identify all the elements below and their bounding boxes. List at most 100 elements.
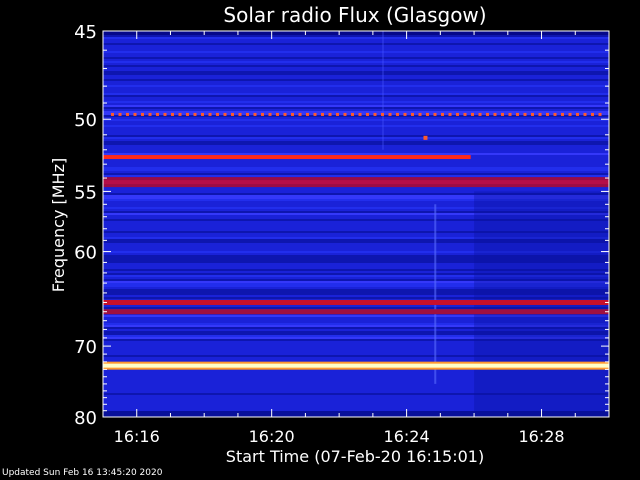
- heatmap-texture-row: [103, 269, 609, 271]
- y-tick-label: 50: [74, 110, 97, 131]
- interference-dot: [156, 112, 159, 116]
- heatmap-texture-row: [103, 239, 609, 241]
- heatmap-texture-row: [103, 211, 609, 213]
- heatmap-texture-row: [103, 275, 609, 277]
- heatmap-texture-row: [103, 141, 609, 143]
- interference-dot: [373, 112, 377, 116]
- interference-dot: [306, 112, 309, 116]
- heatmap-texture-row: [103, 291, 609, 293]
- heatmap-texture-row: [103, 37, 609, 39]
- interference-line: [103, 309, 609, 315]
- heatmap-texture-row: [103, 169, 609, 171]
- interference-dot: [208, 112, 212, 116]
- heatmap-texture-row: [103, 119, 609, 121]
- interference-dot: [381, 112, 384, 116]
- interference-dot: [321, 112, 324, 116]
- heatmap-texture-row: [103, 315, 609, 317]
- interference-dot: [456, 112, 459, 116]
- interference-dot: [358, 112, 362, 116]
- interference-dot: [111, 112, 114, 116]
- heatmap-edge-bottom: [103, 411, 609, 417]
- interference-dot: [396, 112, 399, 116]
- interference-dot: [201, 112, 204, 116]
- interference-dot: [546, 112, 549, 116]
- interference-dot: [486, 112, 489, 116]
- heatmap-texture-row: [103, 51, 609, 53]
- heatmap-texture-row: [103, 173, 609, 175]
- interference-dot: [591, 112, 594, 116]
- heatmap-texture-row: [103, 393, 609, 395]
- heatmap-texture-row: [103, 85, 609, 87]
- interference-line-partial: [103, 155, 471, 160]
- interference-dot: [598, 112, 602, 116]
- heatmap-texture-row: [103, 111, 609, 113]
- interference-dot: [426, 112, 429, 116]
- interference-dot: [163, 112, 167, 116]
- interference-dot: [216, 112, 219, 116]
- heatmap-texture-row: [103, 35, 609, 37]
- heatmap-texture-row: [103, 79, 609, 81]
- interference-dot: [298, 112, 302, 116]
- y-tick-label: 60: [74, 243, 97, 264]
- heatmap-texture-row: [103, 255, 609, 257]
- x-tick-label: 16:20: [249, 427, 295, 446]
- interference-dot: [336, 112, 339, 116]
- interference-dot: [238, 112, 242, 116]
- interference-dot: [118, 112, 122, 116]
- heatmap-texture-row: [103, 323, 609, 325]
- y-tick-label: 70: [74, 337, 97, 358]
- heatmap-texture-row: [103, 339, 609, 341]
- interference-dot: [553, 112, 557, 116]
- heatmap-texture-row: [103, 307, 609, 309]
- heatmap-texture-row: [103, 327, 609, 329]
- x-axis-label: Start Time (07-Feb-20 16:15:01): [226, 447, 484, 466]
- heatmap-texture-row: [103, 71, 609, 73]
- heatmap-texture-row: [103, 199, 609, 201]
- heatmap-texture-row: [103, 93, 609, 95]
- interference-dot: [231, 112, 234, 116]
- interference-dot: [268, 112, 272, 116]
- heatmap-texture-row: [103, 333, 609, 335]
- y-axis-label: Frequency [MHz]: [49, 158, 68, 292]
- heatmap-texture-row: [103, 241, 609, 243]
- interference-dot: [516, 112, 519, 116]
- interference-dot: [583, 112, 587, 116]
- x-tick-label: 16:24: [384, 427, 430, 446]
- heatmap-texture-row: [103, 95, 609, 97]
- interference-dot: [388, 112, 392, 116]
- heatmap-texture-row: [103, 279, 609, 281]
- plot-frame: [102, 30, 610, 418]
- interference-spot: [423, 135, 428, 140]
- interference-dot: [148, 112, 152, 116]
- interference-dot: [246, 112, 249, 116]
- heatmap-texture-row: [103, 335, 609, 337]
- axes: 45 50 55 60 70 80 16:16 16:20 16:24 16:28: [74, 22, 610, 446]
- heatmap-texture-row: [103, 193, 609, 195]
- heatmap-texture-row: [103, 101, 609, 103]
- heatmap-texture-row: [103, 107, 609, 109]
- heatmap-texture-row: [103, 113, 609, 115]
- heatmap-texture-row: [103, 125, 609, 127]
- interference-dot: [441, 112, 444, 116]
- interference-line-bright: [103, 363, 609, 368]
- heatmap-texture-row: [103, 43, 609, 45]
- interference-dot: [328, 112, 332, 116]
- interference-dot: [523, 112, 527, 116]
- interference-dot: [568, 112, 572, 116]
- interference-dot: [561, 112, 564, 116]
- interference-dot: [178, 112, 182, 116]
- interference-dot: [463, 112, 467, 116]
- heatmap-texture-row: [103, 195, 609, 197]
- heatmap-texture-row: [103, 259, 609, 261]
- heatmap-texture-row: [103, 175, 609, 177]
- interference-dot: [418, 112, 422, 116]
- interference-dot: [133, 112, 137, 116]
- heatmap-edge-top: [103, 31, 609, 35]
- interference-dot: [411, 112, 414, 116]
- heatmap-texture-row: [103, 105, 609, 107]
- interference-dot: [576, 112, 579, 116]
- interference-dot: [313, 112, 317, 116]
- heatmap-texture-row: [103, 297, 609, 299]
- y-tick-label: 45: [74, 22, 97, 43]
- interference-dot: [448, 112, 452, 116]
